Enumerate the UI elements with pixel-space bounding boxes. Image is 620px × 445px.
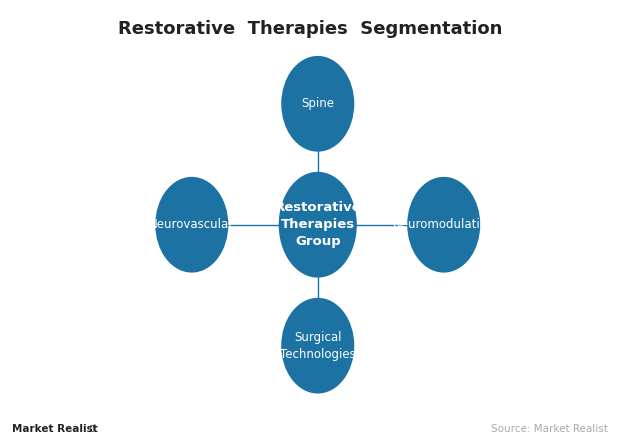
Text: Spine: Spine xyxy=(301,97,334,110)
Ellipse shape xyxy=(281,298,354,393)
Ellipse shape xyxy=(407,177,480,273)
Text: Market Realist: Market Realist xyxy=(12,424,98,434)
Text: Restorative
Therapies
Group: Restorative Therapies Group xyxy=(275,201,361,248)
Ellipse shape xyxy=(155,177,228,273)
Ellipse shape xyxy=(281,56,354,152)
Ellipse shape xyxy=(279,172,356,278)
Text: Source: Market Realist: Source: Market Realist xyxy=(490,424,608,434)
Text: Surgical
Technologies: Surgical Technologies xyxy=(280,331,356,360)
Text: Restorative  Therapies  Segmentation: Restorative Therapies Segmentation xyxy=(118,20,502,38)
Text: Neurovascular: Neurovascular xyxy=(149,218,234,231)
Text: Neuromodulation: Neuromodulation xyxy=(392,218,495,231)
Text: Ⓠ: Ⓠ xyxy=(90,424,94,431)
